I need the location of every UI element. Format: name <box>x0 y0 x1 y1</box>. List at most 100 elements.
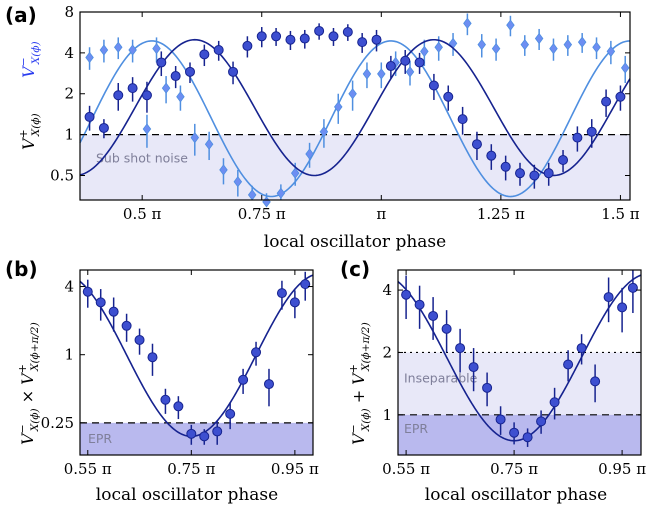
svg-text:V−X(ϕ) + V+X(ϕ+π/2): V−X(ϕ) + V+X(ϕ+π/2) <box>347 322 372 445</box>
panel-b-point <box>173 401 184 412</box>
panel-c-plot <box>397 270 642 447</box>
inseparable-label: Inseparable <box>404 370 478 385</box>
ylabel-minus-v: V <box>19 65 38 78</box>
minus-point <box>348 88 357 100</box>
plus-point <box>385 61 396 72</box>
ylabel-plus-sup: + <box>17 129 30 138</box>
plus-point <box>228 66 239 77</box>
panel-b-label: (b) <box>5 257 38 281</box>
ylabel-c-v2: V <box>349 372 368 385</box>
panel-b-point <box>147 352 158 363</box>
panel-c-xlabel: local oscillator phase <box>425 485 607 505</box>
panel-a-ytick-label: 0.5 <box>50 166 74 184</box>
plus-point <box>127 83 138 94</box>
panel-c-point <box>414 299 425 310</box>
plus-point <box>572 132 583 143</box>
panel-b-ytick-label: 0.25 <box>41 414 74 432</box>
panel-b-point <box>121 320 132 331</box>
ylabel-b-sub2: X(ϕ+π/2) <box>29 322 41 372</box>
panel-c-ylabel: V−X(ϕ) + V+X(ϕ+π/2) <box>347 322 372 445</box>
panel-b-xlabel: local oscillator phase <box>96 485 278 505</box>
minus-point <box>204 138 214 150</box>
ylabel-b-sub1: X(ϕ) <box>29 408 41 432</box>
panel-c-point <box>482 382 493 393</box>
panel-b-point <box>300 279 311 290</box>
ylabel-b-sup2: + <box>16 364 29 373</box>
panel-c-point <box>590 376 601 387</box>
svg-text:V+X(ϕ): V+X(ϕ) <box>17 113 42 150</box>
panel-a-xtick-label: π <box>376 205 386 223</box>
panel-c-xtick-label: 0.95 π <box>598 460 646 478</box>
ylabel-c-sub1: X(ϕ) <box>360 408 372 432</box>
panel-a-plot <box>79 13 631 208</box>
panel-b-ytick-label: 4 <box>64 278 74 296</box>
panel-b-point <box>238 374 249 385</box>
panel-a-xtick-label: 0.75 π <box>238 205 286 223</box>
minus-point <box>128 44 137 56</box>
ylabel-b-v2: V <box>18 372 37 385</box>
minus-point <box>114 41 123 53</box>
plus-point <box>529 170 540 181</box>
panel-b-ytick-label: 1 <box>64 346 74 364</box>
ylabel-c-sup1: − <box>347 424 360 433</box>
ylabel-minus-sub: X(ϕ) <box>30 41 42 65</box>
plus-point <box>242 40 253 51</box>
panel-a-xlabel: local oscillator phase <box>264 232 446 252</box>
panel-c-point <box>603 292 614 303</box>
panel-b-point <box>82 286 93 297</box>
minus-point <box>606 45 616 58</box>
sub-shot-noise-region <box>80 134 630 200</box>
epr-label-c: EPR <box>404 421 428 436</box>
panel-b-point <box>108 306 119 317</box>
panel-b-point <box>95 297 106 308</box>
panel-a-xtick-label: 0.5 π <box>123 205 162 223</box>
panel-a-ytick-label: 1 <box>64 126 74 144</box>
panel-c-axes: 0.55 π 0.75 π 0.95 π 1 2 4 <box>382 269 646 478</box>
plus-point <box>299 33 310 44</box>
panel-b-ylabel: V−X(ϕ) × V+X(ϕ+π/2) <box>16 322 41 445</box>
svg-text:V−X(ϕ): V−X(ϕ) <box>17 41 42 78</box>
ylabel-b-sup1: − <box>16 424 29 433</box>
minus-point <box>85 51 94 64</box>
panel-a-axes: 0.5 π 0.75 π π 1.25 π 1.5 π 0.5 1 2 4 8 <box>50 3 640 223</box>
ylabel-plus-sub: X(ϕ) <box>30 113 42 137</box>
minus-point <box>362 68 372 80</box>
epr-region <box>80 422 313 455</box>
minus-point <box>161 82 171 94</box>
plus-point <box>342 26 353 37</box>
panel-c-xtick-label: 0.55 π <box>382 460 430 478</box>
panel-a-frame <box>79 11 631 201</box>
plus-point <box>457 114 468 125</box>
minus-point <box>420 45 429 58</box>
panel-c-point <box>536 416 547 427</box>
panel-b-xtick-label: 0.55 π <box>64 460 112 478</box>
ylabel-c-op: + <box>349 385 368 409</box>
plus-point <box>141 90 152 101</box>
plus-point <box>213 44 224 55</box>
panel-b-point <box>160 394 171 405</box>
minus-point <box>152 42 161 55</box>
minus-point <box>620 62 630 74</box>
ylabel-c-v1: V <box>349 432 368 445</box>
plus-point <box>500 161 511 172</box>
plus-point <box>156 57 167 68</box>
panel-b-point <box>199 431 210 442</box>
minus-point <box>534 32 544 45</box>
sub-shot-noise-label: Sub shot noise <box>96 151 188 166</box>
minus-point <box>549 42 558 55</box>
panel-b-axes: 0.55 π 0.75 π 0.95 π 0.25 1 4 <box>41 269 319 478</box>
ylabel-plus-v: V <box>19 137 38 150</box>
minus-point <box>99 44 109 56</box>
plus-point <box>428 80 439 91</box>
panel-c-frame <box>397 269 642 456</box>
minus-point <box>305 148 314 160</box>
plus-point <box>601 96 612 107</box>
panel-a-ylabel: V+X(ϕ) V−X(ϕ) <box>17 41 42 150</box>
panel-b-point <box>276 288 287 299</box>
plus-point <box>471 139 482 150</box>
minus-point <box>477 38 486 51</box>
plus-point <box>271 31 282 42</box>
panel-a-label: (a) <box>5 3 37 27</box>
panel-b-xtick-label: 0.95 π <box>271 460 319 478</box>
